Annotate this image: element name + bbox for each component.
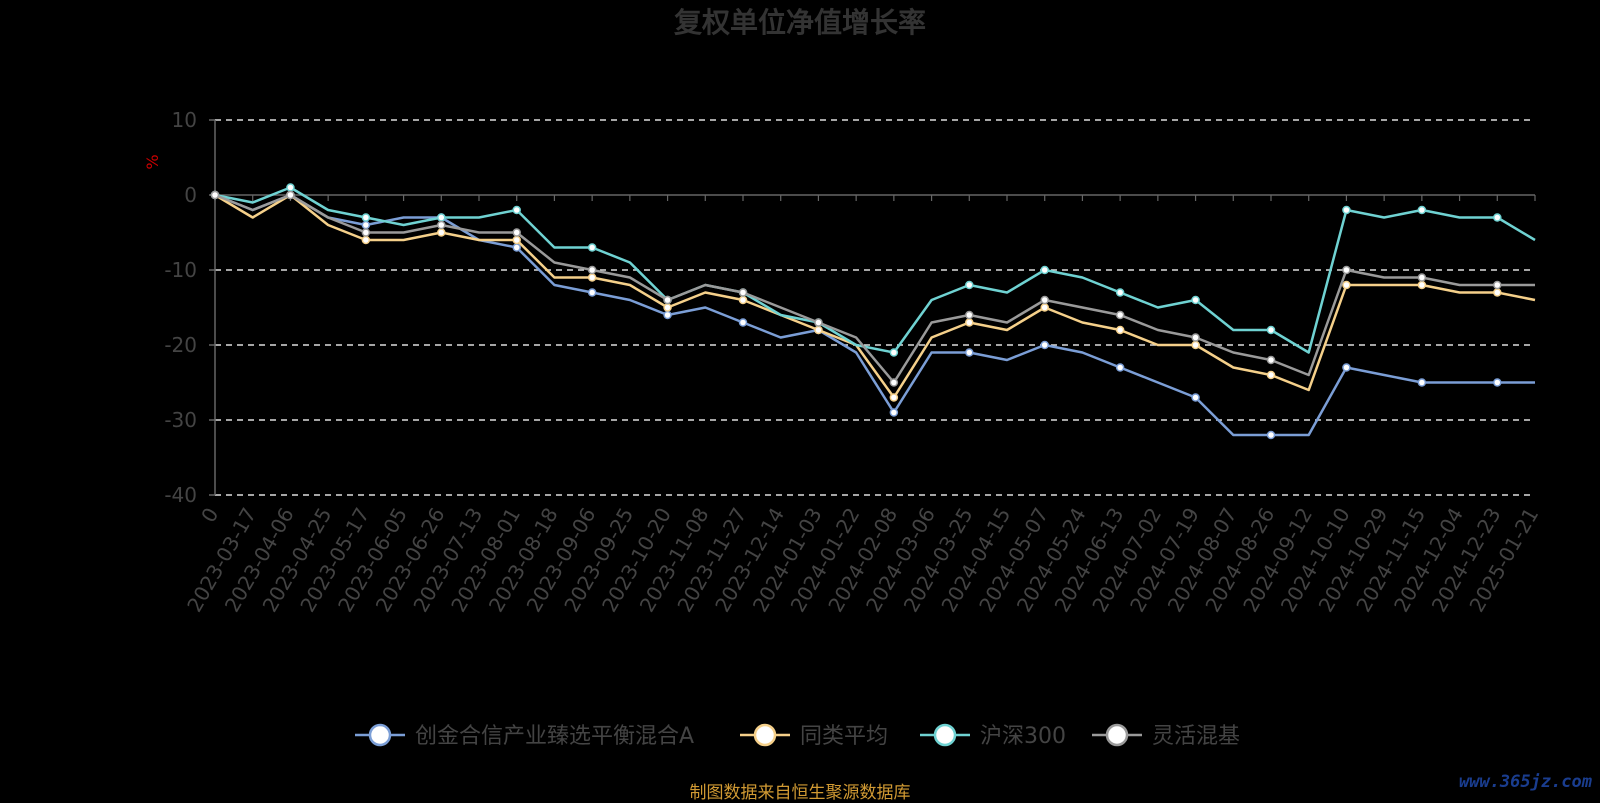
data-point	[1342, 265, 1351, 275]
legend-label: 同类平均	[800, 724, 888, 749]
x-tick-label: 0	[196, 504, 223, 527]
data-point	[437, 228, 446, 237]
data-point	[437, 220, 446, 230]
data-point	[814, 318, 823, 327]
series-lines	[210, 183, 1536, 440]
data-point	[889, 348, 899, 357]
data-point	[889, 408, 899, 417]
legend-item[interactable]: 灵活混基	[1092, 723, 1240, 749]
data-point	[1040, 303, 1049, 312]
data-point	[512, 235, 521, 245]
chart-title: 复权单位净值增长率	[674, 6, 926, 39]
data-point	[1417, 273, 1427, 282]
data-point	[1191, 340, 1200, 350]
data-point	[965, 318, 974, 327]
data-point	[889, 393, 899, 402]
data-point	[361, 228, 371, 237]
data-point	[1417, 205, 1427, 215]
data-point	[663, 303, 672, 312]
data-point	[1040, 340, 1049, 350]
data-point	[587, 288, 597, 297]
y-axis-ticks: 10 0 -10 -20 -30 -40	[164, 108, 197, 507]
data-point	[663, 295, 672, 305]
legend-label: 沪深300	[980, 724, 1066, 749]
data-point	[1115, 325, 1125, 335]
data-point	[286, 190, 295, 200]
series-line	[214, 186, 1536, 354]
data-point	[1493, 213, 1502, 222]
data-point	[965, 310, 974, 320]
legend-marker	[1105, 723, 1129, 747]
y-tick-label: -30	[164, 408, 197, 432]
data-point	[738, 318, 748, 327]
data-point	[1191, 295, 1200, 305]
data-point	[587, 243, 597, 252]
legend-label: 灵活混基	[1152, 724, 1240, 749]
y-tick-label: 10	[172, 108, 197, 132]
data-point	[1266, 430, 1276, 440]
axes	[209, 119, 1536, 496]
data-point	[1417, 378, 1427, 387]
data-point	[210, 190, 220, 200]
legend[interactable]: 创金合信产业臻选平衡混合A 同类平均 沪深300 灵活混基	[355, 723, 1240, 749]
data-source-note: 制图数据来自恒生聚源数据库	[689, 783, 911, 803]
legend-label: 创金合信产业臻选平衡混合A	[415, 724, 694, 749]
series-line	[214, 193, 1536, 399]
data-point	[965, 280, 974, 290]
y-tick-label: -20	[164, 333, 197, 357]
data-point	[1493, 378, 1502, 387]
data-point	[1266, 325, 1276, 335]
legend-marker	[368, 723, 392, 747]
legend-marker	[933, 723, 957, 747]
data-point	[1191, 393, 1200, 402]
grid-lines	[215, 119, 1535, 496]
data-point	[1115, 288, 1125, 297]
data-point	[1191, 333, 1200, 342]
data-point	[1115, 363, 1125, 372]
data-point	[1342, 363, 1351, 372]
legend-item[interactable]: 同类平均	[740, 723, 888, 749]
y-axis-unit: %	[143, 154, 162, 169]
y-tick-label: -10	[164, 258, 197, 282]
data-point	[1342, 205, 1351, 215]
data-point	[1266, 370, 1276, 380]
data-point	[437, 213, 446, 222]
data-point	[286, 183, 295, 192]
data-point	[512, 228, 521, 237]
data-point	[738, 288, 748, 297]
series-group	[210, 183, 1536, 357]
data-point	[1417, 280, 1427, 290]
legend-item[interactable]: 沪深300	[920, 723, 1066, 749]
data-point	[1040, 265, 1049, 275]
data-point	[1266, 355, 1276, 365]
series-line	[214, 193, 1535, 384]
data-point	[889, 378, 899, 387]
data-point	[587, 273, 597, 282]
legend-item[interactable]: 创金合信产业臻选平衡混合A	[355, 723, 694, 749]
data-point	[1493, 280, 1502, 290]
data-point	[1493, 288, 1502, 297]
data-point	[587, 265, 597, 275]
data-point	[663, 310, 672, 320]
series-group	[210, 190, 1535, 387]
data-point	[361, 213, 371, 222]
data-point	[512, 243, 521, 252]
watermark: www.365jz.com	[1458, 772, 1592, 792]
x-axis-ticks: 02023-03-172023-04-062023-04-252023-05-1…	[182, 503, 1543, 616]
data-point	[361, 235, 371, 245]
data-point	[361, 220, 371, 230]
data-point	[814, 325, 823, 335]
y-tick-label: 0	[184, 183, 197, 207]
data-point	[1040, 295, 1049, 305]
data-point	[1342, 280, 1351, 290]
data-point	[1115, 310, 1125, 320]
data-point	[512, 205, 521, 215]
legend-marker	[753, 723, 777, 747]
data-point	[965, 348, 974, 357]
y-tick-label: -40	[164, 483, 197, 507]
data-point	[738, 295, 748, 305]
